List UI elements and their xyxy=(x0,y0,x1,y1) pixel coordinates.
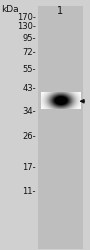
Text: 130-: 130- xyxy=(17,22,36,31)
Text: 43-: 43- xyxy=(22,84,36,93)
Text: 17-: 17- xyxy=(22,163,36,172)
Text: 34-: 34- xyxy=(22,107,36,116)
Text: 72-: 72- xyxy=(22,48,36,57)
Text: 26-: 26- xyxy=(22,132,36,141)
Text: 95-: 95- xyxy=(22,34,36,43)
Text: 1: 1 xyxy=(57,6,63,16)
Text: 11-: 11- xyxy=(22,187,36,196)
FancyBboxPatch shape xyxy=(38,6,83,249)
Text: 170-: 170- xyxy=(17,13,36,22)
Text: kDa: kDa xyxy=(1,6,19,15)
Text: 55-: 55- xyxy=(22,65,36,74)
